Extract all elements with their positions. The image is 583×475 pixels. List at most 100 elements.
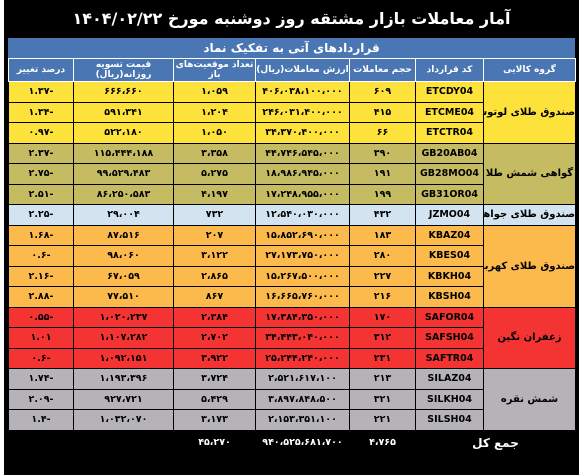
total-empty-cell — [73, 429, 174, 456]
volume-cell: ۳۱۲ — [349, 327, 416, 349]
table-row: KBKH04 ۲۲۷ ۱۵،۲۶۷،۵۰۰،۰۰۰ ۲،۸۶۵ ۶۷،۰۵۹ -۲.۱۶ — [8, 265, 576, 287]
table-row: زعفران نگین SAFOR04 ۱۷۰ ۱۷،۳۸۴،۳۵۰،۰۰۰ ۲،۳۸۴… — [8, 306, 576, 369]
change-cell: -۲.۱۶ — [8, 265, 74, 287]
volume-cell: ۱۹۹ — [349, 183, 416, 205]
table-row: صندوق طلای کهربا KBAZ04 ۱۸۳ ۱۵،۸۵۲،۶۹۰،۰۰۰ ۲… — [8, 224, 576, 308]
code-cell: KBKH04 — [415, 265, 484, 287]
total-volume-cell: ۴،۷۶۵ — [349, 429, 416, 456]
col-header-change: درصد تغییر — [8, 58, 74, 82]
volume-cell: ۳۲۱ — [349, 388, 416, 410]
code-cell: GB20AB04 — [415, 142, 484, 164]
open-positions-cell: ۵،۴۲۹ — [173, 388, 256, 410]
table-row: صندوق طلای جواهر JZMO04 ۴۳۲ ۱۲،۵۴۰،۰۳۰،۰۰۰ ۷… — [8, 204, 576, 226]
value-cell: ۲،۱۵۳،۳۵۱،۱۰۰ — [255, 409, 350, 431]
table-row: SAFTR04 ۲۳۱ ۲۵،۲۴۴،۲۴۰،۰۰۰ ۳،۹۲۲ ۱،۰۹۲،۱۵۱ -۰… — [8, 347, 576, 369]
open-positions-cell: ۳،۹۲۲ — [173, 347, 256, 369]
change-cell: -۲.۵۱ — [8, 183, 74, 205]
code-cell: KBES04 — [415, 245, 484, 267]
value-cell: ۲،۵۲۱،۶۱۷،۱۰۰ — [255, 368, 350, 390]
volume-cell: ۲۱۶ — [349, 286, 416, 308]
change-cell: -۲.۰۹ — [8, 388, 74, 410]
futures-table: گروه کالایی کد قرارداد حجم معاملات ارزش … — [8, 58, 576, 456]
code-cell: SILKH04 — [415, 388, 484, 410]
volume-cell: ۲۱۳ — [349, 368, 416, 390]
volume-cell: ۴۳۲ — [349, 204, 416, 226]
value-cell: ۱۶،۶۶۵،۷۶۰،۰۰۰ — [255, 286, 350, 308]
value-cell: ۲۵،۲۴۴،۲۴۰،۰۰۰ — [255, 347, 350, 369]
volume-cell: ۱۷۰ — [349, 306, 416, 328]
open-positions-cell: ۴،۱۹۷ — [173, 183, 256, 205]
table-row: KBSH04 ۲۱۶ ۱۶،۶۶۵،۷۶۰،۰۰۰ ۸۶۷ ۷۷،۵۱۰ -۲.۸۸ — [8, 286, 576, 308]
value-cell: ۲۷،۱۷۳،۷۵۰،۰۰۰ — [255, 245, 350, 267]
open-positions-cell: ۲۰۷ — [173, 224, 256, 246]
open-positions-cell: ۲،۷۰۲ — [173, 327, 256, 349]
value-cell: ۱۸،۹۸۶،۹۴۵،۰۰۰ — [255, 163, 350, 185]
change-cell: ۱.۰۱ — [8, 327, 74, 349]
col-header-volume: حجم معاملات — [349, 58, 416, 82]
value-cell: ۳،۸۹۷،۸۴۸،۵۰۰ — [255, 388, 350, 410]
change-cell: -۱.۷۴ — [8, 368, 74, 390]
table-row: گواهی شمش طلا GB20AB04 ۳۹۰ ۴۴،۷۴۶،۵۴۵،۰۰۰ ۳،… — [8, 142, 576, 205]
report-frame: آمار معاملات بازار مشتقه روز دوشنبه مورخ… — [4, 0, 579, 475]
group-name-cell: صندوق طلای جواهر — [483, 204, 576, 226]
code-cell: GB28MO04 — [415, 163, 484, 185]
table-row: شمش نقره SILAZ04 ۲۱۳ ۲،۵۲۱،۶۱۷،۱۰۰ ۳،۷۲۴ ۱،۱۹… — [8, 368, 576, 431]
volume-cell: ۱۹۱ — [349, 163, 416, 185]
volume-cell: ۲۲۷ — [349, 265, 416, 287]
value-cell: ۱۲،۵۴۰،۰۳۰،۰۰۰ — [255, 204, 350, 226]
change-cell: -۲.۷۵ — [8, 163, 74, 185]
volume-cell: ۴۱۵ — [349, 101, 416, 123]
volume-cell: ۶۶ — [349, 122, 416, 144]
table-row: KBES04 ۲۸۰ ۲۷،۱۷۳،۷۵۰،۰۰۰ ۳،۱۲۲ ۹۸،۰۶۰ -۰.۶ — [8, 245, 576, 267]
value-cell: ۴۴،۷۴۶،۵۴۵،۰۰۰ — [255, 142, 350, 164]
total-label: جمع کل — [415, 429, 576, 456]
open-positions-cell: ۳،۱۲۲ — [173, 245, 256, 267]
open-positions-cell: ۵،۲۷۵ — [173, 163, 256, 185]
change-cell: -۰.۶ — [8, 347, 74, 369]
open-positions-cell: ۲،۸۶۵ — [173, 265, 256, 287]
settlement-price-cell: ۱،۱۰۷،۲۸۲ — [73, 327, 174, 349]
change-cell: -۰.۹۷ — [8, 122, 74, 144]
settlement-price-cell: ۱،۰۹۲،۱۵۱ — [73, 347, 174, 369]
settlement-price-cell: ۹۹،۵۲۹،۴۸۳ — [73, 163, 174, 185]
table-row: GB28MO04 ۱۹۱ ۱۸،۹۸۶،۹۴۵،۰۰۰ ۵،۲۷۵ ۹۹،۵۲۹،۴۸۳… — [8, 163, 576, 185]
volume-cell: ۲۸۰ — [349, 245, 416, 267]
col-header-settlement-price: قیمت تسویه روزانه(ریال) — [73, 58, 174, 82]
change-cell: -۰.۶ — [8, 245, 74, 267]
settlement-price-cell: ۵۹۱،۳۴۱ — [73, 101, 174, 123]
code-cell: GB31OR04 — [415, 183, 484, 205]
settlement-price-cell: ۱،۰۳۲،۰۷۰ — [73, 409, 174, 431]
open-positions-cell: ۳،۱۷۳ — [173, 409, 256, 431]
col-header-open-positions: تعداد موقعیت‌های باز — [173, 58, 256, 82]
value-cell: ۱۷،۲۴۸،۹۵۵،۰۰۰ — [255, 183, 350, 205]
code-cell: JZMO04 — [415, 204, 484, 226]
settlement-price-cell: ۲۹،۰۰۴ — [73, 204, 174, 226]
code-cell: ETCME04 — [415, 101, 484, 123]
total-open-positions-cell: ۴۵،۲۷۰ — [173, 429, 256, 456]
total-row: جمع کل ۴،۷۶۵ ۹۴۰،۵۲۵،۶۸۱،۷۰۰ ۴۵،۲۷۰ — [8, 429, 576, 456]
settlement-price-cell: ۷۷،۵۱۰ — [73, 286, 174, 308]
open-positions-cell: ۳،۳۵۸ — [173, 142, 256, 164]
change-cell: -۱.۶۸ — [8, 224, 74, 246]
volume-cell: ۱۸۳ — [349, 224, 416, 246]
settlement-price-cell: ۵۲۲،۱۸۰ — [73, 122, 174, 144]
code-cell: KBAZ04 — [415, 224, 484, 246]
change-cell: -۱.۴ — [8, 409, 74, 431]
change-cell: -۲.۸۸ — [8, 286, 74, 308]
value-cell: ۳۴،۳۷۰،۴۰۰،۰۰۰ — [255, 122, 350, 144]
open-positions-cell: ۷۳۲ — [173, 204, 256, 226]
value-cell: ۱۵،۸۵۲،۶۹۰،۰۰۰ — [255, 224, 350, 246]
open-positions-cell: ۱،۰۵۰ — [173, 122, 256, 144]
volume-cell: ۲۲۱ — [349, 409, 416, 431]
value-cell: ۴۰۶،۰۳۸،۱۰۰،۰۰۰ — [255, 81, 350, 103]
code-cell: KBSH04 — [415, 286, 484, 308]
change-cell: -۱.۳۴ — [8, 101, 74, 123]
table-row: GB31OR04 ۱۹۹ ۱۷،۲۴۸،۹۵۵،۰۰۰ ۴،۱۹۷ ۸۶،۲۵۰،۵۸۳… — [8, 183, 576, 205]
code-cell: SAFTR04 — [415, 347, 484, 369]
code-cell: ETCTR04 — [415, 122, 484, 144]
open-positions-cell: ۱،۲۰۴ — [173, 101, 256, 123]
code-cell: SILSH04 — [415, 409, 484, 431]
table-body: صندوق طلای لوتوسETCDY04۶۰۹۴۰۶،۰۳۸،۱۰۰،۰۰… — [8, 81, 576, 456]
settlement-price-cell: ۶۷،۰۵۹ — [73, 265, 174, 287]
code-cell: SILAZ04 — [415, 368, 484, 390]
